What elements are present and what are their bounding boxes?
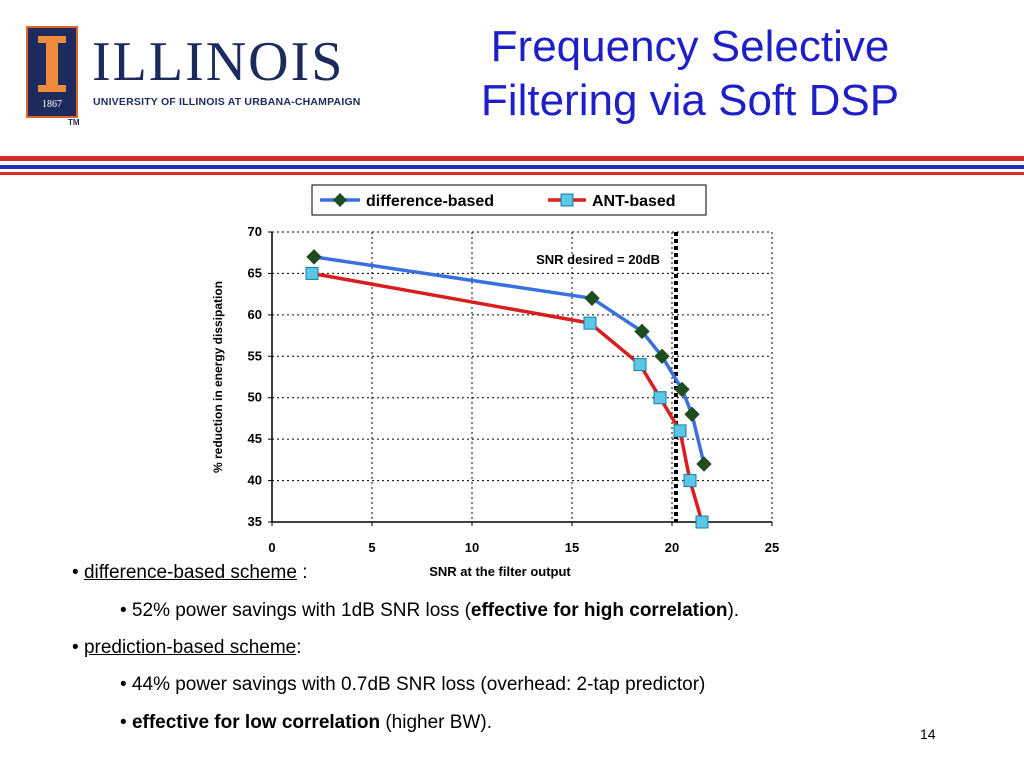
data-point-difference-based [684,406,700,422]
bullet-marker: • [72,637,84,658]
data-point-difference-based [584,290,600,306]
bullet-marker: • [120,712,132,733]
difference-scheme-link[interactable]: difference-based scheme [83,562,297,583]
energy-vs-snr-chart: difference-based ANT-based 35404550556065… [211,184,779,579]
bullet-bold-text: effective for high correlation [470,600,728,621]
prediction-scheme-link[interactable]: prediction-based scheme [83,637,297,658]
slide-title: Frequency Selective Filtering via Soft D… [410,20,970,128]
y-axis-label: % reduction in energy dissipation [211,281,225,473]
data-point-ant-based [633,358,647,372]
page-number: 14 [920,726,936,742]
bullet-difference-scheme: • difference-based scheme : [72,562,308,584]
legend-marker-ant-based [560,193,574,207]
bullet-suffix: ). [727,600,740,621]
data-point-difference-based [674,381,690,398]
bullet-text: • 52% power savings with 1dB SNR loss ( [120,600,471,621]
data-point-ant-based [673,424,687,438]
x-axis-label: SNR at the filter output [429,564,571,579]
bullet-bold-text: effective for low correlation [131,712,381,733]
y-tick-label: 55 [248,348,262,363]
bullet-difference-savings: • 52% power savings with 1dB SNR loss (e… [120,600,739,622]
chart-series [305,232,712,529]
x-tick-label: 0 [268,540,275,555]
data-point-difference-based [654,348,670,364]
bullet-suffix: (higher BW). [380,712,492,733]
data-point-ant-based [695,515,709,529]
y-tick-label: 60 [248,307,262,322]
data-point-difference-based [306,249,322,265]
logo-year: 1867 [42,99,62,110]
bullet-suffix: : [296,562,308,583]
slide-title-line-2: Filtering via Soft DSP [480,76,900,125]
y-tick-label: 50 [248,390,262,405]
data-point-difference-based [634,323,650,340]
divider-red [0,156,1024,161]
snr-desired-annotation: SNR desired = 20dB [536,252,660,267]
legend-box [311,184,707,216]
y-tick-label: 35 [248,514,262,529]
illinois-block-i-icon: 1867 [26,26,78,118]
x-tick-label: 5 [368,540,375,555]
bullet-marker: • [72,562,84,583]
y-tick-label: 40 [248,473,262,488]
chart-legend: difference-based ANT-based [311,184,707,216]
data-point-ant-based [683,474,697,488]
data-point-difference-based [696,456,712,472]
bullet-prediction-scheme: • prediction-based scheme: [72,637,302,659]
bullet-prediction-savings: • 44% power savings with 0.7dB SNR loss … [120,674,706,695]
y-tick-label: 70 [248,224,262,239]
data-point-ant-based [583,316,597,330]
logo-wordmark: ILLINOIS [92,31,345,93]
data-point-ant-based [305,266,319,280]
logo-subtitle: UNIVERSITY OF ILLINOIS AT URBANA-CHAMPAI… [93,96,361,108]
legend-label-difference-based: difference-based [366,193,494,210]
y-tick-label: 45 [248,431,262,446]
divider-red-thin [0,172,1024,175]
chart-axes [268,231,773,526]
data-point-ant-based [653,391,667,405]
x-tick-label: 10 [465,540,479,555]
bullet-low-correlation: • effective for low correlation (higher … [120,712,492,734]
chart-grid [272,231,773,522]
y-tick-label: 65 [248,265,262,280]
bullet-suffix: : [296,637,302,658]
legend-label-ant-based: ANT-based [592,193,676,210]
legend-marker-difference-based [333,193,347,207]
x-tick-label: 20 [665,540,679,555]
chart-labels: 35 40 45 50 55 60 65 70 0 5 10 15 20 25 SNR at the fil… [211,224,779,579]
divider-blue [0,165,1024,169]
logo-trademark: TM [68,118,80,127]
x-tick-label: 15 [565,540,579,555]
x-tick-label: 25 [765,540,779,555]
slide-title-line-1: Frequency Selective [490,22,890,71]
